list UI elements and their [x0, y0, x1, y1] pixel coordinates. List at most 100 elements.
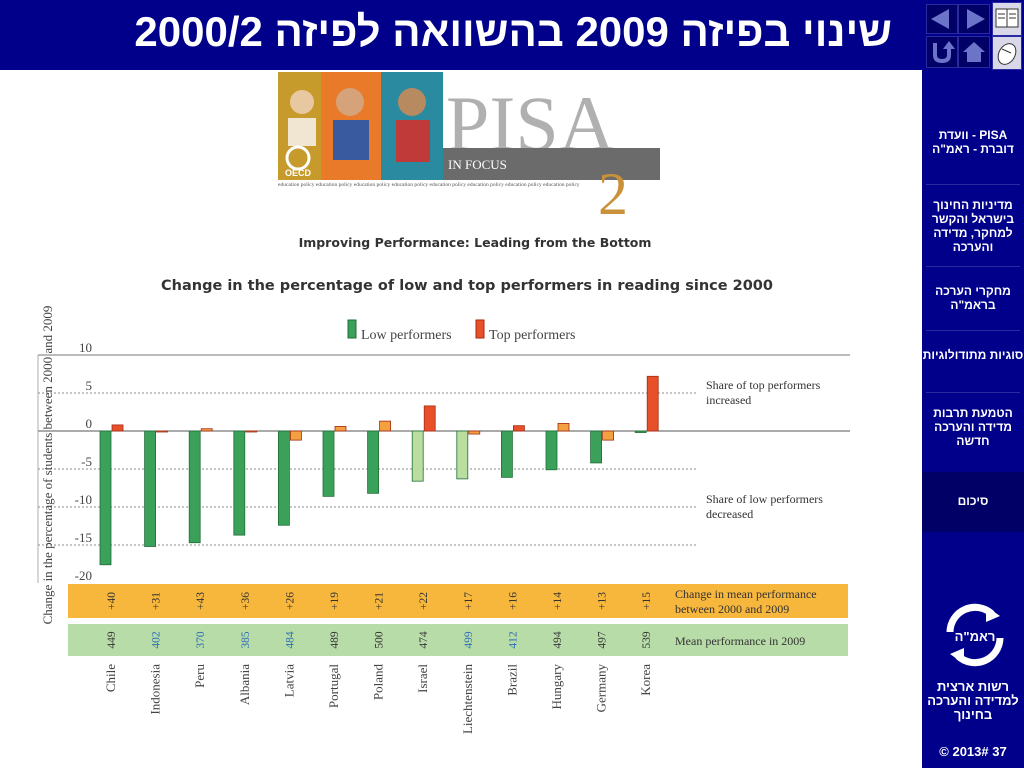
bar-top-performers [334, 426, 347, 432]
nav-item-methodology[interactable]: סוגיות מתודולוגיות [922, 348, 1024, 362]
bar-low-performers [456, 430, 469, 480]
legend-swatch-top [475, 319, 485, 339]
mean-2009-value: 412 [507, 631, 519, 649]
y-tick-label: -5 [81, 454, 92, 469]
logo-text: ראמ"ה [955, 629, 996, 644]
x-category-label: Liechtenstein [460, 664, 475, 735]
book-button[interactable] [992, 2, 1022, 36]
forward-arrow-icon [967, 9, 985, 29]
nav-item-summary[interactable]: סיכום [957, 494, 989, 508]
nav-divider [926, 266, 1020, 267]
change-in-mean-value: +31 [151, 592, 163, 610]
y-tick-label: 10 [79, 340, 92, 355]
issue-number: 2 [598, 161, 628, 220]
bar-low-performers [411, 430, 424, 482]
oecd-logo [285, 145, 311, 171]
nav-item-summary-box[interactable] [922, 472, 1024, 532]
svg-text:OECD: OECD [285, 168, 312, 178]
mean-2009-value: 539 [641, 631, 653, 649]
x-category-label: Latvia [281, 664, 296, 697]
y-tick-label: 5 [86, 378, 93, 393]
y-tick-label: -15 [75, 530, 92, 545]
nav-item-pisa[interactable]: PISA - וועדת דוברת - ראמ"ה [932, 128, 1014, 156]
bar-top-performers [513, 425, 525, 432]
change-in-mean-value: +43 [195, 592, 207, 610]
mean-2009-value: 497 [597, 631, 609, 649]
y-tick-label: -10 [75, 492, 92, 507]
change-in-mean-value: +16 [507, 592, 519, 610]
bar-top-performers [468, 430, 481, 435]
bar-low-performers [367, 430, 380, 494]
x-category-label: Albania [237, 664, 252, 705]
bar-top-performers [245, 430, 258, 433]
change-in-mean-value: +19 [329, 592, 341, 610]
bar-low-performers [144, 430, 157, 547]
change-in-mean-value: +13 [597, 592, 609, 610]
title-bar: שינוי בפיזה 2009 בהשוואה לפיזה 2000/2 [0, 0, 922, 70]
mean-2009-band-label: Mean performance in 2009 [675, 634, 805, 648]
banner-strip: education policy education policy educat… [278, 182, 580, 188]
mean-2009-value: 484 [284, 631, 296, 649]
mean-2009-value: 500 [374, 631, 386, 649]
chart-bars [99, 375, 659, 566]
mean-2009-value: 402 [151, 631, 163, 649]
bar-low-performers [500, 430, 513, 478]
return-button[interactable] [926, 36, 958, 68]
annotation-low-decreased-line-2: decreased [706, 507, 753, 521]
sidebar-nav [922, 0, 1024, 768]
bar-low-performers [233, 430, 246, 536]
bar-top-performers [557, 422, 570, 432]
slide-title: שינוי בפיזה 2009 בהשוואה לפיזה 2000/2 [134, 8, 892, 55]
bar-top-performers [111, 424, 124, 432]
bar-low-performers [188, 430, 201, 544]
bar-low-performers [545, 430, 558, 471]
book-icon [995, 8, 1019, 28]
legend-swatch-low [347, 319, 357, 339]
x-category-label: Israel [415, 664, 430, 693]
bar-top-performers [200, 428, 213, 432]
mean-2009-value: 489 [329, 631, 341, 649]
change-in-mean-band-label: between 2000 and 2009 [675, 602, 789, 616]
org-name: רשות ארצית למדידה והערכה בחינוך [927, 679, 1019, 722]
home-button[interactable] [958, 36, 990, 68]
nav-divider [926, 392, 1020, 393]
back-arrow-icon [931, 9, 949, 29]
nav-item-research[interactable]: מחקרי הערכה בראמ"ה [935, 284, 1011, 312]
annotation-top-increased-line-2: increased [706, 393, 751, 407]
reading-performance-chart: Improving Performance: Leading from the … [37, 235, 850, 735]
bar-top-performers [646, 375, 659, 432]
bar-low-performers [99, 430, 112, 566]
mouse-button[interactable] [992, 36, 1022, 70]
bar-low-performers [322, 430, 335, 497]
change-in-mean-value: +36 [240, 592, 252, 610]
back-arrow-button[interactable] [926, 4, 958, 34]
change-in-mean-value: +15 [641, 592, 653, 610]
chart-legend: Low performers Top performers [347, 319, 576, 343]
x-category-label: Poland [371, 664, 386, 701]
x-category-label: Portugal [326, 664, 341, 708]
change-in-mean-band [68, 584, 848, 618]
mean-2009-value: 370 [195, 631, 207, 649]
mouse-icon [997, 43, 1017, 65]
x-category-label: Chile [103, 664, 118, 692]
home-icon [963, 42, 985, 62]
slide-number: © 2013# 37 [939, 744, 1007, 759]
y-axis-ticks: 10 5 0 -5 -10 -15 -20 [75, 340, 92, 583]
nav-item-culture[interactable]: הטמעת תרבות מדידה והערכה חדשה [933, 406, 1013, 448]
legend-label-top: Top performers [489, 328, 576, 343]
change-in-mean-value: +40 [106, 592, 118, 610]
pisa-in-focus-banner: OECD PISA IN FOCUS education policy educ… [278, 72, 660, 220]
forward-arrow-button[interactable] [958, 4, 990, 34]
annotation-top-increased-line-1: Share of top performers [706, 378, 821, 392]
change-in-mean-value: +26 [284, 592, 296, 610]
bar-top-performers [289, 430, 302, 441]
y-tick-label: 0 [86, 416, 93, 431]
nav-divider [926, 330, 1020, 331]
change-in-mean-value: +22 [418, 592, 430, 610]
bar-low-performers [277, 430, 290, 526]
mean-2009-value: 499 [463, 631, 475, 649]
change-in-mean-value: +17 [463, 592, 475, 610]
x-category-label: Indonesia [148, 664, 163, 715]
nav-item-policy[interactable]: מדיניות החינוך בישראל והקשר למחקר, מדידה… [931, 198, 1015, 254]
x-category-label: Brazil [504, 664, 519, 696]
